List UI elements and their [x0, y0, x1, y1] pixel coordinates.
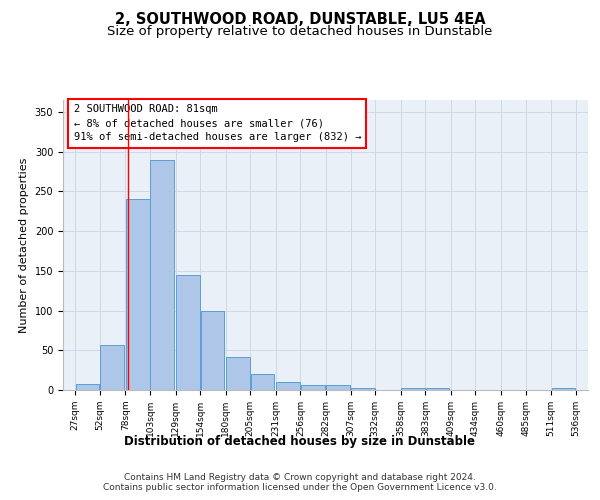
Bar — [351, 388, 375, 390]
Bar — [100, 344, 124, 390]
Bar — [326, 385, 350, 390]
Bar — [126, 200, 149, 390]
Bar — [151, 160, 174, 390]
Text: 2 SOUTHWOOD ROAD: 81sqm
← 8% of detached houses are smaller (76)
91% of semi-det: 2 SOUTHWOOD ROAD: 81sqm ← 8% of detached… — [74, 104, 361, 142]
Bar — [200, 310, 224, 390]
Bar — [401, 388, 425, 390]
Text: Contains public sector information licensed under the Open Government Licence v3: Contains public sector information licen… — [103, 482, 497, 492]
Bar — [176, 275, 200, 390]
Bar — [251, 374, 274, 390]
Y-axis label: Number of detached properties: Number of detached properties — [19, 158, 29, 332]
Text: Distribution of detached houses by size in Dunstable: Distribution of detached houses by size … — [125, 435, 476, 448]
Bar — [226, 358, 250, 390]
Bar — [425, 388, 449, 390]
Bar — [301, 385, 325, 390]
Text: 2, SOUTHWOOD ROAD, DUNSTABLE, LU5 4EA: 2, SOUTHWOOD ROAD, DUNSTABLE, LU5 4EA — [115, 12, 485, 28]
Bar — [76, 384, 100, 390]
Bar — [551, 388, 575, 390]
Text: Contains HM Land Registry data © Crown copyright and database right 2024.: Contains HM Land Registry data © Crown c… — [124, 472, 476, 482]
Text: Size of property relative to detached houses in Dunstable: Size of property relative to detached ho… — [107, 25, 493, 38]
Bar — [276, 382, 300, 390]
